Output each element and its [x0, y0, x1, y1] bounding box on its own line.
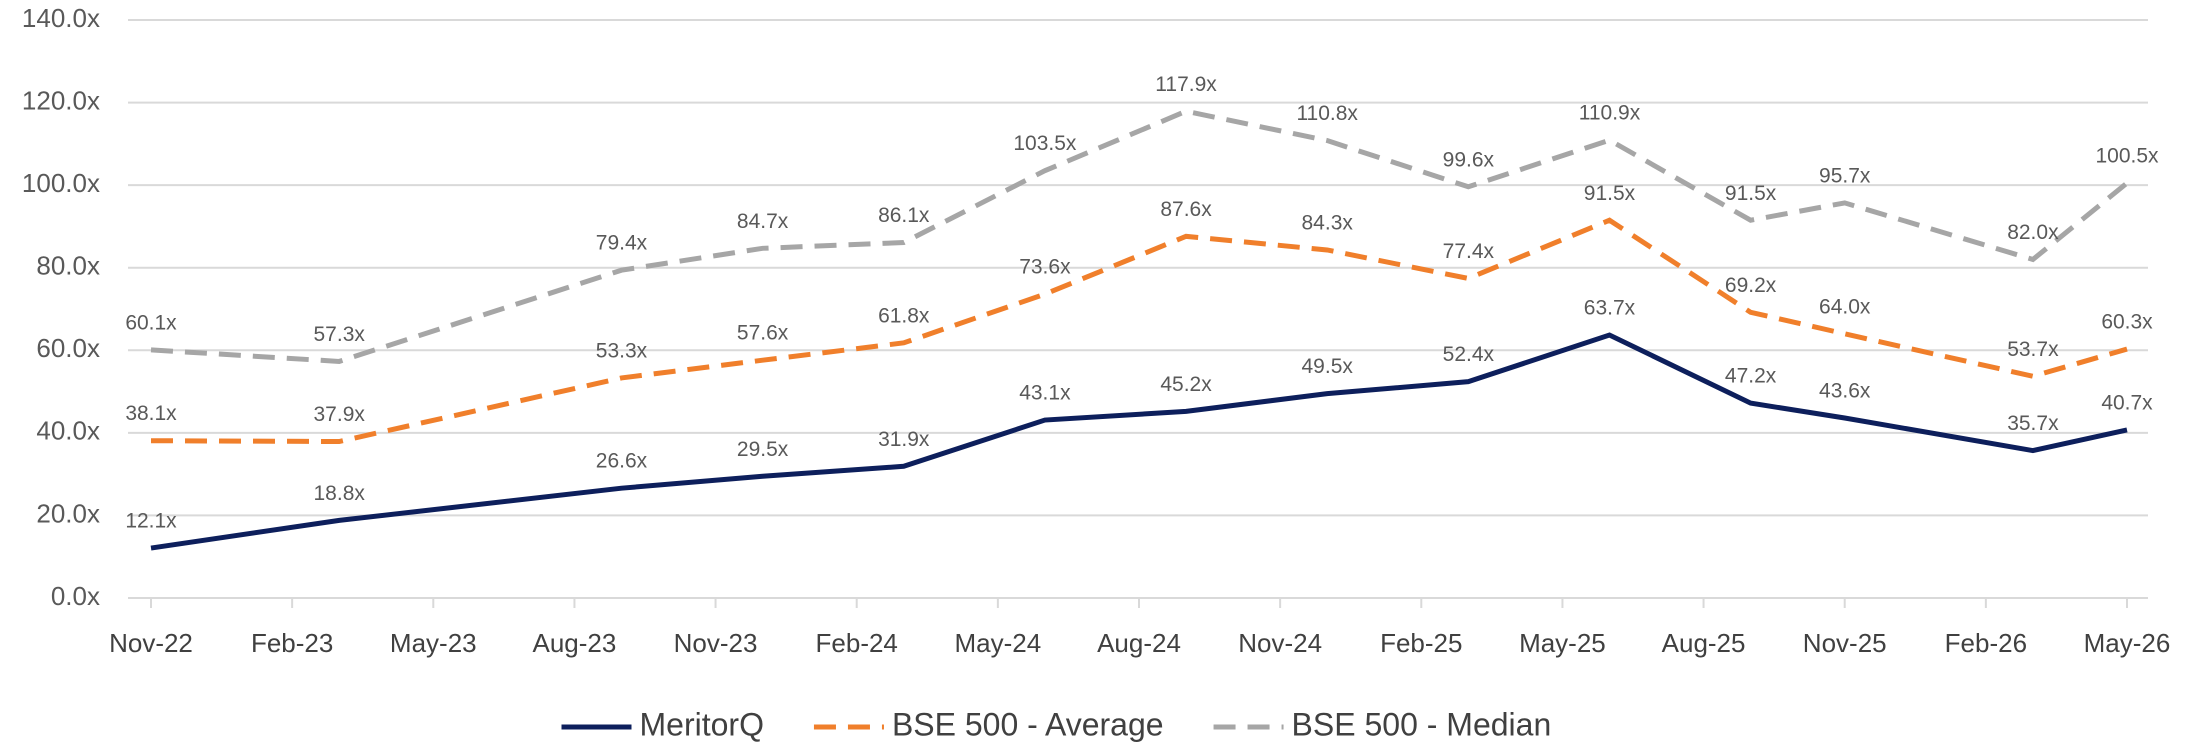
data-label: 45.2x: [1160, 373, 1212, 396]
data-label: 84.7x: [737, 210, 789, 233]
data-label: 38.1x: [125, 402, 177, 425]
data-label: 110.9x: [1579, 102, 1641, 125]
data-label: 117.9x: [1155, 73, 1217, 96]
y-tick-label: 140.0x: [22, 3, 100, 33]
x-tick-label: Nov-22: [109, 628, 193, 658]
series-line: [150, 332, 2128, 551]
data-label: 53.7x: [2007, 338, 2059, 361]
x-tick-label: May-25: [1519, 628, 1606, 658]
data-label: 77.4x: [1443, 240, 1495, 263]
x-tick-label: Nov-23: [674, 628, 758, 658]
data-label: 60.1x: [125, 311, 177, 334]
x-tick-label: Aug-23: [533, 628, 617, 658]
data-label: 29.5x: [737, 438, 789, 461]
data-label: 40.7x: [2101, 392, 2153, 415]
x-tick-label: May-24: [955, 628, 1042, 658]
data-label: 99.6x: [1443, 148, 1495, 171]
data-label: 110.8x: [1296, 102, 1358, 125]
y-tick-label: 80.0x: [36, 251, 100, 281]
data-label: 91.5x: [1725, 182, 1777, 205]
data-label: 86.1x: [878, 204, 930, 227]
x-tick-label: Nov-25: [1803, 628, 1887, 658]
data-label: 69.2x: [1725, 274, 1777, 297]
y-tick-label: 120.0x: [22, 85, 100, 115]
data-label: 73.6x: [1019, 256, 1071, 279]
x-tick-label: Feb-26: [1945, 628, 2027, 658]
data-label: 43.1x: [1019, 382, 1071, 405]
series-line: [150, 108, 2129, 364]
x-tick-label: Aug-25: [1662, 628, 1746, 658]
x-tick-label: May-23: [390, 628, 477, 658]
data-label: 84.3x: [1302, 212, 1354, 235]
legend-label: MeritorQ: [640, 706, 764, 742]
y-tick-label: 60.0x: [36, 333, 100, 363]
data-label: 47.2x: [1725, 365, 1777, 388]
data-label: 12.1x: [125, 510, 177, 533]
data-label: 60.3x: [2101, 311, 2153, 334]
data-label: 37.9x: [314, 403, 366, 426]
data-label: 79.4x: [596, 232, 648, 255]
data-label: 31.9x: [878, 428, 930, 451]
data-label: 18.8x: [314, 482, 366, 505]
data-label: 61.8x: [878, 304, 930, 327]
y-tick-label: 20.0x: [36, 498, 100, 528]
data-label: 82.0x: [2007, 221, 2059, 244]
x-tick-label: Nov-24: [1238, 628, 1322, 658]
data-label: 52.4x: [1443, 343, 1495, 366]
data-label: 53.3x: [596, 339, 648, 362]
legend-label: BSE 500 - Average: [892, 706, 1164, 742]
x-tick-label: Feb-24: [816, 628, 898, 658]
data-label: 63.7x: [1584, 297, 1636, 320]
y-tick-label: 100.0x: [22, 168, 100, 198]
y-tick-label: 40.0x: [36, 416, 100, 446]
data-label: 43.6x: [1819, 380, 1871, 403]
data-label: 64.0x: [1819, 295, 1871, 318]
data-label: 87.6x: [1160, 198, 1212, 221]
data-label: 91.5x: [1584, 182, 1636, 205]
x-tick-label: Feb-25: [1380, 628, 1462, 658]
data-label: 57.6x: [737, 322, 789, 345]
data-label: 49.5x: [1302, 355, 1354, 378]
data-label: 100.5x: [2095, 145, 2159, 168]
data-label: 35.7x: [2007, 412, 2059, 435]
x-tick-label: Feb-23: [251, 628, 333, 658]
data-label: 103.5x: [1013, 132, 1077, 155]
data-label: 57.3x: [314, 323, 366, 346]
x-tick-label: May-26: [2084, 628, 2171, 658]
legend-label: BSE 500 - Median: [1292, 706, 1552, 742]
series-line: [150, 217, 2128, 445]
data-label: 26.6x: [596, 450, 648, 473]
x-tick-label: Aug-24: [1097, 628, 1181, 658]
y-tick-label: 0.0x: [51, 581, 100, 611]
data-label: 95.7x: [1819, 164, 1871, 187]
